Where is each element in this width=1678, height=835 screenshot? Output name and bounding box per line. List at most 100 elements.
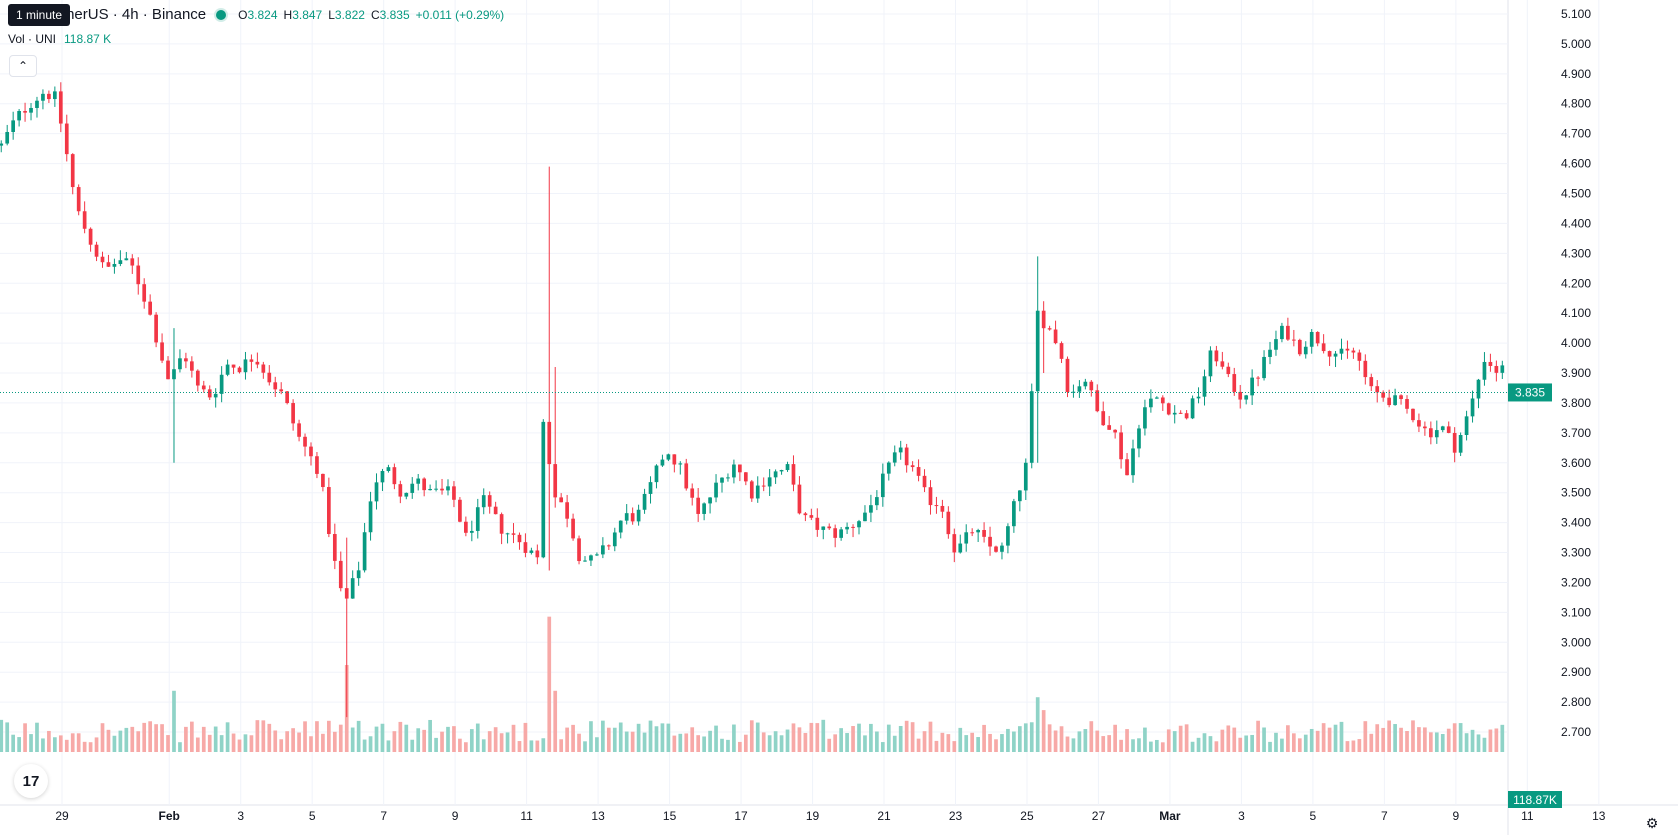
candle-body: [1095, 390, 1100, 412]
volume-bar: [1172, 731, 1177, 752]
volume-bar: [666, 723, 671, 752]
candle-body: [493, 506, 498, 515]
price-axis[interactable]: 2.700 2.800 2.900 3.000 3.100 3.200 3.300 3.400…: [1508, 7, 1591, 808]
volume-bar: [595, 737, 599, 752]
volume-bar: [118, 730, 123, 752]
candle-body: [58, 91, 63, 124]
candle-body: [1196, 396, 1201, 399]
candle-body: [863, 512, 867, 522]
candle-body: [35, 100, 39, 108]
volume-bar: [446, 726, 450, 752]
volume-bar: [225, 722, 230, 752]
volume-bar: [154, 724, 158, 752]
volume-bar: [475, 723, 480, 752]
candle-body: [76, 187, 81, 212]
candle-body: [892, 452, 897, 463]
candle-body: [237, 367, 242, 373]
volume-bar: [880, 742, 885, 752]
candle-body: [207, 389, 212, 398]
volume-bar: [672, 735, 677, 752]
volume-bar: [1274, 732, 1278, 752]
candle-body: [714, 482, 718, 498]
volume-label[interactable]: Vol · UNI: [8, 32, 57, 46]
volume-bar: [821, 719, 826, 752]
candle-body: [1262, 356, 1266, 379]
candle-body: [880, 473, 885, 498]
candle-body: [797, 484, 802, 514]
candle-body: [755, 485, 760, 499]
volume-bar: [428, 719, 432, 752]
candle-body: [332, 534, 337, 561]
candle-body: [0, 143, 4, 146]
candle-body: [1083, 381, 1088, 387]
volume-bar: [970, 732, 975, 752]
candle-body: [434, 488, 438, 490]
volume-bar: [368, 736, 373, 752]
candle-body: [1017, 490, 1022, 502]
candle-body: [618, 520, 623, 533]
time-tick-label: 7: [380, 809, 387, 823]
volume-bar: [404, 724, 409, 752]
time-axis[interactable]: 29 Feb 3 5 7 9 11 13 15 17 19 21 23 25 27 Mar 3 5 7 9 11 13: [55, 809, 1605, 823]
candle-body: [469, 530, 474, 533]
candle-body: [1172, 412, 1177, 415]
volume-bar: [1089, 721, 1094, 752]
volume-value: 118.87 K: [64, 32, 112, 46]
volume-bar: [976, 737, 980, 752]
candle-body: [1405, 399, 1409, 409]
candle-body: [118, 260, 123, 264]
candle-body: [529, 550, 534, 553]
candle-body: [386, 467, 391, 472]
tradingview-logo-icon[interactable]: 17: [14, 764, 48, 798]
volume-bar: [1244, 735, 1249, 752]
candle-body: [541, 421, 546, 558]
volume-bar: [535, 740, 540, 752]
volume-bar: [392, 731, 397, 752]
time-tick-label: 15: [663, 809, 677, 823]
volume-bar: [82, 741, 87, 752]
volume-bar: [559, 739, 564, 752]
candle-body: [767, 477, 772, 487]
candle-body: [875, 497, 879, 506]
price-tick-label: 2.900: [1561, 665, 1591, 679]
candle-body: [130, 258, 135, 266]
candle-body: [1470, 398, 1475, 417]
volume-bar: [904, 720, 909, 752]
candle-body: [481, 495, 486, 508]
volume-bar: [1053, 730, 1058, 752]
price-tick-label: 3.600: [1561, 456, 1591, 470]
candle-body: [124, 258, 129, 261]
volume-bar: [577, 733, 581, 752]
candle-body: [1006, 526, 1010, 546]
candle-body: [571, 518, 575, 539]
candle-body: [1375, 386, 1380, 393]
volume-bar: [958, 727, 963, 752]
candle-body: [803, 513, 808, 516]
volume-bar: [1434, 732, 1439, 752]
volume-bar: [243, 734, 248, 752]
volume-bar: [350, 727, 355, 752]
candle-body: [845, 526, 849, 530]
candle-body: [1000, 545, 1004, 552]
candle-body: [154, 314, 158, 343]
candle-body: [1488, 361, 1493, 366]
volume-bar: [64, 739, 69, 752]
candle-body: [601, 545, 605, 555]
gear-icon[interactable]: ⚙: [1645, 815, 1659, 831]
volume-bar: [88, 742, 93, 752]
volume-bar: [928, 721, 933, 752]
candle-body: [1423, 426, 1427, 429]
volume-bar: [1458, 723, 1463, 752]
volume-bar: [743, 734, 748, 752]
volume-bar: [815, 723, 820, 752]
candle-body: [1071, 391, 1076, 393]
candle-body: [922, 475, 927, 488]
volume-bar: [1178, 725, 1183, 752]
candle-body: [726, 477, 730, 479]
collapse-legend-button[interactable]: ⌃: [9, 55, 37, 77]
volume-bar: [458, 738, 462, 752]
candle-body: [172, 369, 176, 380]
candle-body: [404, 492, 409, 497]
candle-body: [1280, 325, 1284, 340]
